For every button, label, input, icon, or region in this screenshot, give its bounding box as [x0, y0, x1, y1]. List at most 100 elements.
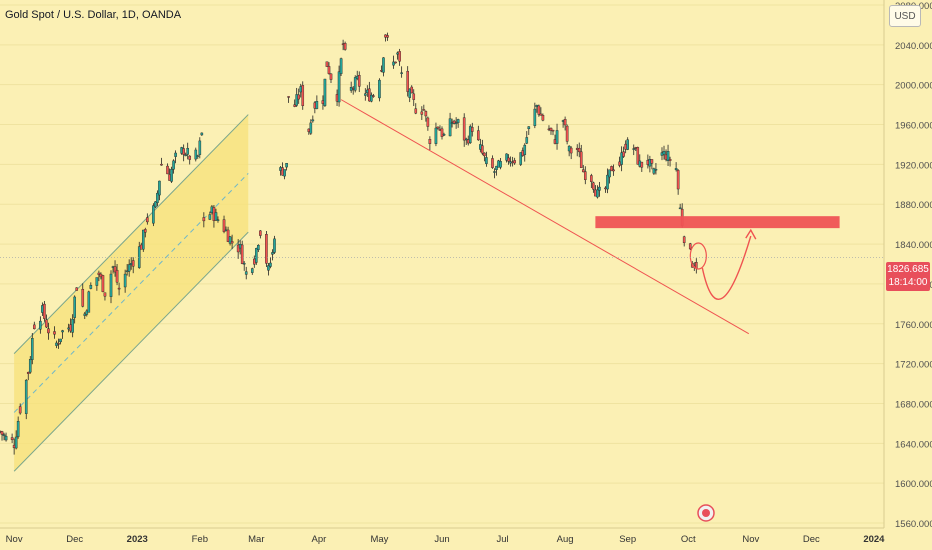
last-price-value: 1826.685: [887, 264, 929, 275]
candle: [222, 219, 226, 232]
time-tick-label: 2023: [127, 534, 148, 545]
candle: [491, 158, 494, 168]
candle: [265, 234, 268, 264]
candle: [442, 134, 446, 136]
candle: [85, 310, 89, 315]
candle: [695, 262, 698, 269]
time-axis[interactable]: Nov Dec 2023 Feb Mar Apr May Jun Jul Aug Sep Oct Nov…: [6, 534, 886, 545]
candle: [73, 296, 76, 318]
resistance-zone[interactable]: [595, 216, 840, 229]
candle: [343, 42, 347, 50]
drawings[interactable]: [0, 99, 884, 335]
candle: [228, 236, 232, 244]
candle: [632, 148, 636, 150]
candle: [674, 168, 678, 171]
candle: [662, 150, 666, 155]
candle: [196, 155, 200, 157]
candle: [537, 105, 541, 115]
candle: [386, 35, 389, 38]
candle: [170, 168, 173, 182]
event-icon[interactable]: [697, 504, 715, 522]
candle: [244, 271, 248, 275]
candle: [0, 431, 4, 435]
candle: [81, 289, 85, 307]
candle: [583, 171, 587, 180]
candle: [156, 192, 159, 203]
time-tick-label: Aug: [557, 534, 574, 545]
candle: [434, 127, 438, 144]
price-tick-label: 1920.000: [895, 160, 932, 171]
candle: [581, 169, 585, 173]
candle: [507, 157, 510, 162]
projection-arrow[interactable]: [701, 235, 752, 300]
candle: [539, 113, 543, 116]
candle: [610, 166, 613, 172]
candle: [43, 303, 46, 319]
candle: [666, 151, 670, 161]
candle: [75, 287, 78, 291]
candle: [527, 126, 531, 130]
currency-button[interactable]: USD: [889, 5, 921, 27]
candle: [83, 313, 87, 316]
candle: [158, 180, 161, 196]
candle: [18, 406, 22, 414]
candle: [456, 119, 460, 123]
candle: [257, 245, 260, 250]
candle: [109, 273, 113, 297]
time-tick-label: Mar: [248, 534, 264, 545]
candle: [26, 371, 30, 374]
candle: [428, 139, 432, 144]
candle: [563, 119, 567, 126]
candle: [382, 57, 385, 73]
candle: [271, 252, 274, 255]
candle: [622, 151, 625, 157]
candle: [688, 243, 692, 250]
candle: [226, 229, 230, 242]
highlight-circle[interactable]: [689, 242, 707, 270]
candle: [131, 260, 135, 267]
candle: [283, 169, 286, 177]
candle: [154, 201, 157, 208]
candle: [101, 275, 105, 293]
candle: [626, 139, 629, 150]
candle: [2, 434, 6, 436]
candle: [493, 171, 496, 173]
candle: [400, 72, 403, 74]
candle: [115, 269, 119, 283]
candle: [259, 230, 262, 236]
candle: [28, 359, 32, 373]
channel-mid-line[interactable]: [13, 172, 249, 413]
candle: [194, 149, 198, 160]
candle: [412, 93, 416, 100]
candle: [97, 272, 101, 275]
candle: [620, 152, 623, 165]
candle: [127, 264, 131, 272]
price-tick-label: 1560.000: [895, 519, 932, 530]
candle: [650, 159, 654, 164]
candle: [230, 241, 234, 244]
candle: [337, 71, 341, 103]
descending-trendline[interactable]: [340, 99, 750, 335]
candle: [285, 163, 288, 168]
channel-upper-line[interactable]: [13, 114, 249, 355]
candle: [89, 284, 93, 289]
candle: [4, 435, 8, 441]
candle: [668, 159, 672, 161]
candle: [267, 265, 270, 271]
time-tick-label: 2024: [863, 534, 885, 545]
channel-fill: [14, 114, 249, 472]
candle: [250, 268, 254, 273]
candle: [172, 160, 175, 170]
candle: [505, 153, 508, 161]
candle: [495, 165, 498, 170]
candle: [357, 75, 361, 87]
candle: [166, 165, 169, 175]
candle: [214, 212, 218, 221]
candle: [470, 127, 474, 132]
candle: [513, 160, 516, 164]
candle: [440, 128, 444, 137]
price-channel[interactable]: [13, 114, 249, 472]
channel-lower-line[interactable]: [13, 231, 249, 472]
